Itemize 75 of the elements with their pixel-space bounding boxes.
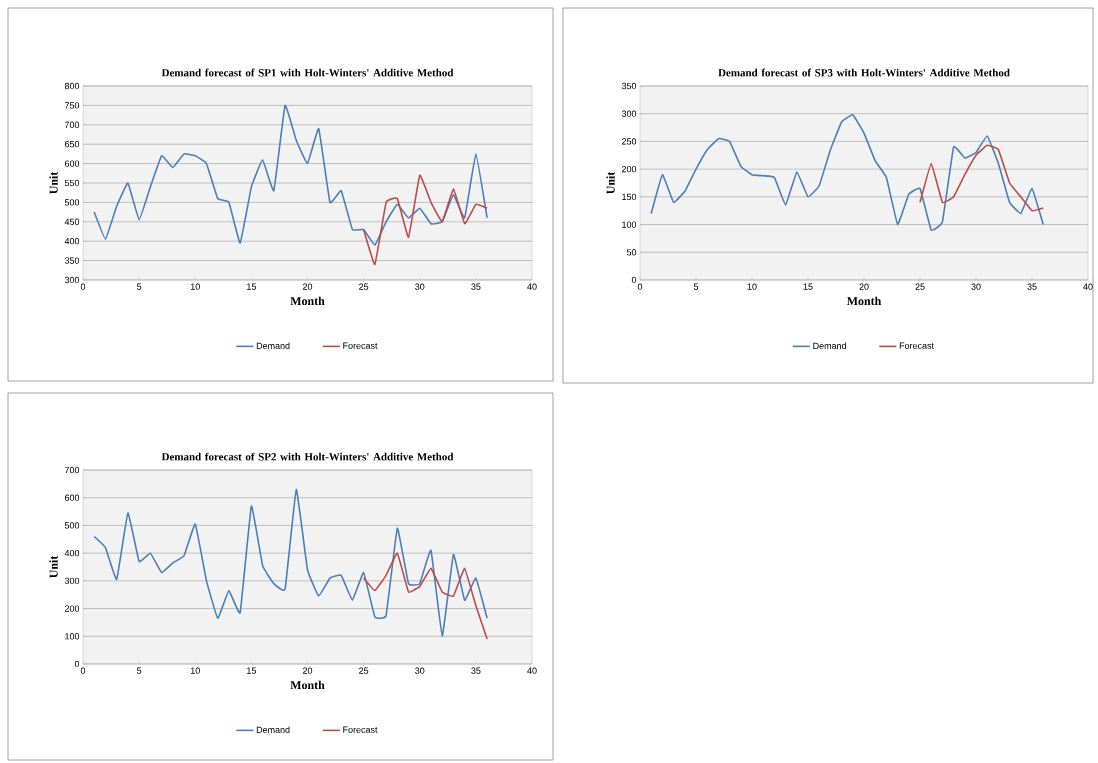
y-axis-title: Unit (606, 171, 615, 194)
line-series (650, 114, 1045, 231)
y-tick-label: 750 (64, 102, 80, 109)
legend-label: Forecast (343, 342, 378, 349)
line-series (362, 174, 488, 266)
x-tick-label: 20 (859, 283, 869, 290)
x-tick-label: 25 (915, 283, 925, 290)
y-tick-label: 300 (621, 110, 637, 117)
chart-title: Demand forecast of SP3 with Holt-Winters' Additive Method (718, 68, 1010, 77)
y-tick-label: 100 (65, 633, 80, 640)
legend-label: Demand (256, 342, 290, 349)
chart-title: Demand forecast of SP1 with Holt-Winters' Additive Method (161, 68, 454, 77)
x-tick-label: 0 (637, 283, 643, 290)
x-tick-label: 5 (693, 283, 699, 290)
y-tick-label: 200 (621, 165, 637, 173)
legend-label: Forecast (343, 726, 378, 733)
x-tick-label: 15 (247, 667, 256, 674)
x-tick-label: 0 (80, 283, 86, 290)
y-tick-label: 0 (74, 660, 80, 668)
line-series (93, 104, 488, 246)
y-tick-label: 700 (64, 466, 80, 474)
y-tick-label: 650 (64, 141, 80, 148)
x-axis-title: Month (846, 296, 882, 306)
y-tick-label: 500 (64, 199, 80, 206)
line-series (93, 488, 488, 638)
legend-label: Demand (813, 342, 846, 349)
x-tick-label: 25 (359, 283, 369, 290)
y-tick-label: 350 (621, 82, 637, 90)
y-tick-label: 500 (64, 522, 80, 529)
x-tick-label: 20 (302, 667, 313, 674)
y-tick-label: 300 (64, 577, 80, 585)
line-series (362, 552, 488, 640)
y-tick-label: 400 (64, 549, 80, 557)
legend-label: Demand (256, 726, 290, 733)
y-tick-label: 200 (64, 605, 80, 612)
y-tick-label: 0 (631, 276, 637, 284)
x-tick-label: 40 (527, 283, 537, 290)
x-tick-label: 40 (527, 667, 537, 674)
y-tick-label: 350 (64, 257, 80, 264)
y-tick-label: 700 (64, 121, 80, 128)
x-tick-label: 10 (190, 283, 200, 290)
legend-label: Forecast (899, 342, 934, 349)
y-tick-label: 400 (64, 238, 80, 245)
x-axis-title: Month (290, 680, 325, 690)
y-tick-label: 600 (64, 160, 80, 167)
y-axis-title: Unit (49, 555, 58, 578)
y-tick-label: 300 (64, 276, 80, 284)
x-axis-title: Month (290, 296, 325, 306)
x-tick-label: 35 (1027, 283, 1037, 290)
y-tick-label: 550 (64, 179, 80, 187)
y-tick-label: 150 (622, 193, 637, 201)
x-tick-label: 35 (471, 283, 481, 290)
x-tick-label: 10 (747, 283, 757, 290)
x-tick-label: 0 (80, 667, 86, 674)
y-tick-label: 450 (64, 218, 80, 225)
x-tick-label: 20 (302, 283, 313, 290)
x-tick-label: 5 (136, 283, 142, 290)
x-tick-label: 15 (247, 283, 256, 290)
x-tick-label: 30 (415, 283, 425, 290)
x-tick-label: 5 (136, 667, 142, 674)
x-tick-label: 30 (415, 667, 425, 674)
x-tick-label: 35 (471, 667, 481, 674)
x-tick-label: 15 (803, 283, 813, 290)
y-axis-title: Unit (49, 171, 58, 194)
y-tick-label: 800 (64, 82, 80, 90)
line-series (919, 144, 1045, 212)
y-tick-label: 250 (621, 138, 637, 145)
x-tick-label: 40 (1083, 283, 1093, 290)
y-tick-label: 100 (622, 221, 637, 228)
x-tick-label: 10 (190, 667, 200, 674)
x-tick-label: 30 (971, 283, 981, 290)
chart-title: Demand forecast of SP2 with Holt-Winters' Additive Method (161, 452, 454, 461)
y-tick-label: 50 (626, 249, 637, 256)
x-tick-label: 25 (359, 667, 369, 674)
y-tick-label: 600 (64, 494, 80, 501)
